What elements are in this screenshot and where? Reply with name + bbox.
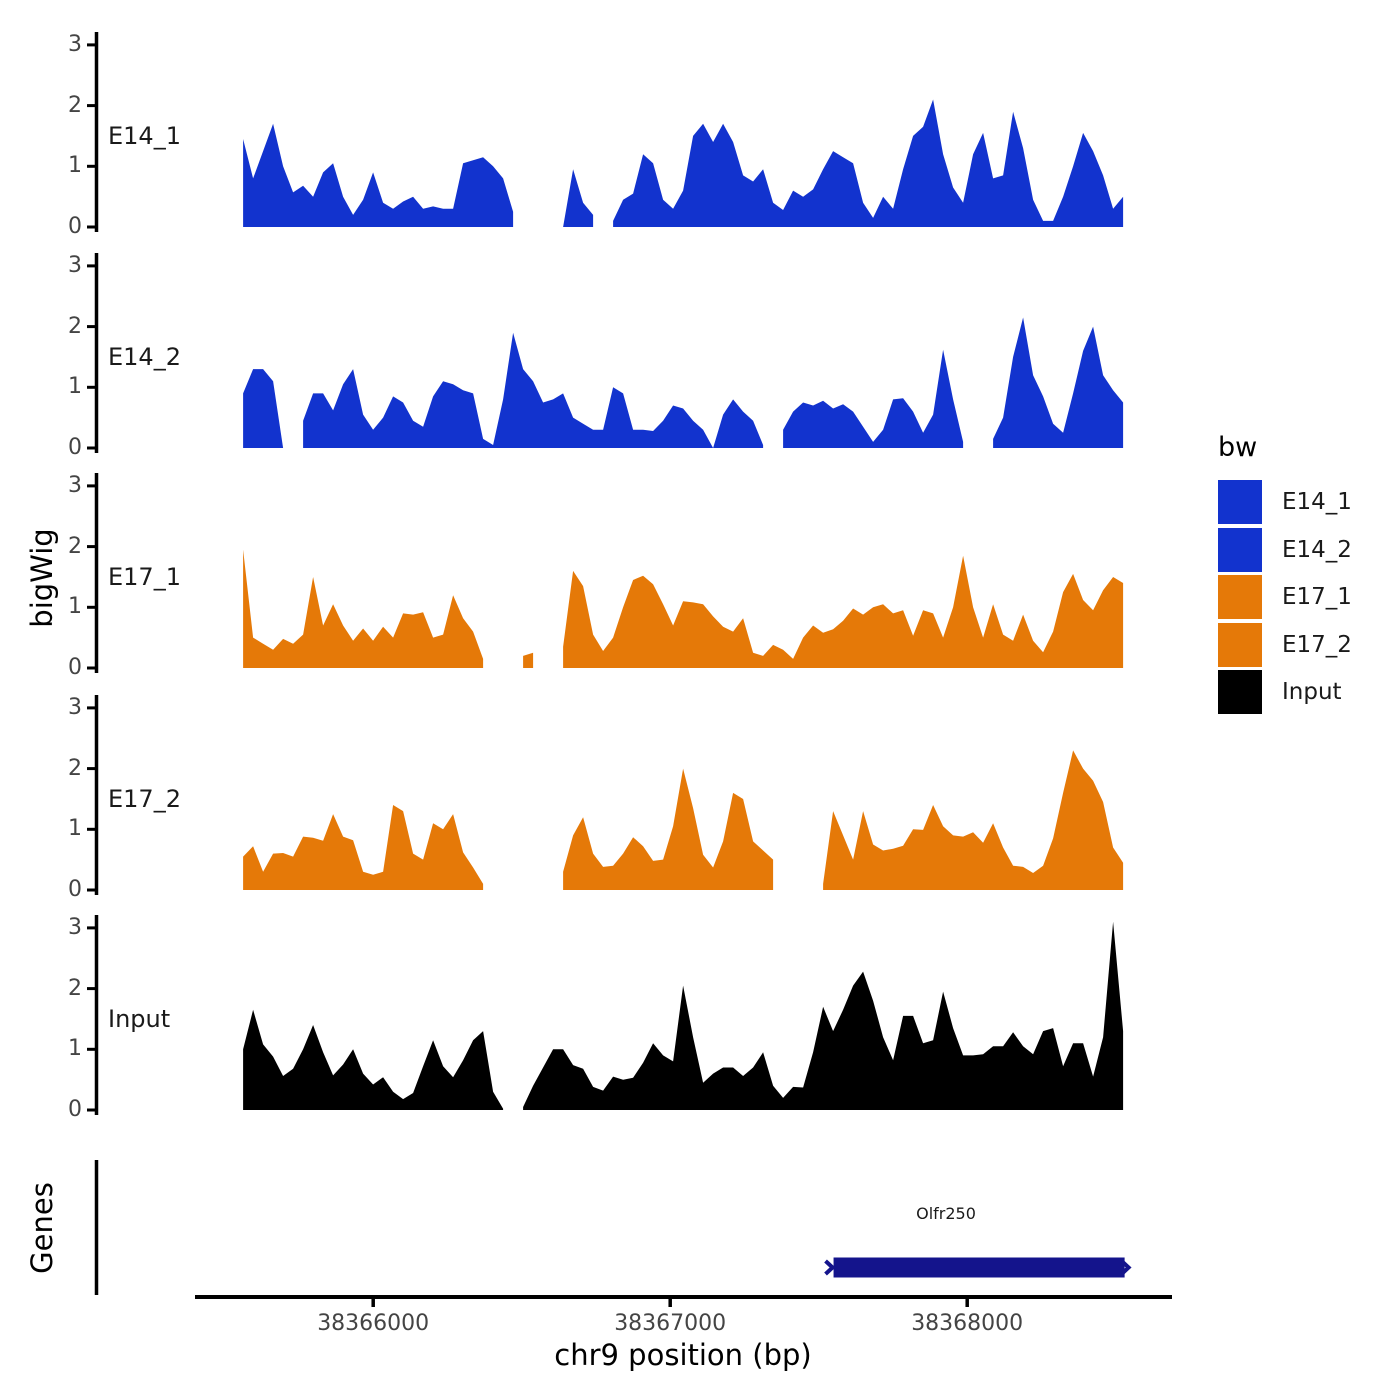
legend-swatch-E14_2: [1218, 527, 1262, 572]
legend-item-E17_1: E17_1: [1218, 575, 1400, 619]
legend-item-E17_2: E17_2: [1218, 622, 1400, 667]
legend-swatch-E17_1: [1218, 575, 1262, 619]
track-label-E17_2: E17_2: [108, 784, 181, 813]
legend: bw E14_1 E14_2 E17_1 E17_2 Input: [1214, 432, 1400, 732]
track-area-E14_1: [613, 99, 1124, 227]
y-tick-label-Input-1: 1: [68, 1036, 82, 1062]
track-area-Input: [243, 1009, 504, 1110]
x-axis-title: chr9 position (bp): [554, 1338, 812, 1372]
y-tick-label-E17_2-2: 2: [68, 755, 82, 781]
track-area-E14_2: [303, 332, 764, 448]
y-tick-label-E17_1-0: 0: [68, 655, 82, 680]
y-tick-label-E14_1-0: 0: [68, 214, 82, 239]
track-area-E17_2: [563, 768, 774, 890]
legend-label-E17_2: E17_2: [1282, 631, 1352, 658]
legend-swatch-Input: [1218, 670, 1262, 714]
y-tick-label-E17_2-3: 3: [68, 694, 82, 720]
track-label-Input: Input: [108, 1004, 171, 1033]
x-tick-label-38366000: 38366000: [317, 1311, 430, 1336]
track-label-E17_1: E17_1: [108, 562, 181, 591]
track-area-E17_2: [243, 805, 484, 890]
y-tick-label-E17_2-0: 0: [68, 877, 82, 902]
y-tick-label-Input-2: 2: [68, 975, 82, 1001]
legend-label-E14_2: E14_2: [1282, 536, 1352, 563]
y-tick-label-E17_1-3: 3: [68, 472, 82, 498]
track-area-E17_2: [823, 750, 1124, 890]
legend-item-E14_2: E14_2: [1218, 527, 1400, 572]
track-area-E17_1: [523, 652, 534, 668]
y-tick-label-E14_2-1: 1: [68, 374, 82, 400]
track-area-E14_1: [563, 169, 594, 227]
legend-item-Input: Input: [1218, 670, 1400, 714]
gene-body-Olfr250: [833, 1257, 1125, 1278]
y-tick-label-E14_2-3: 3: [68, 252, 82, 278]
track-label-E14_1: E14_1: [108, 121, 181, 150]
legend-label-E14_1: E14_1: [1282, 489, 1352, 515]
legend-swatch-E14_1: [1218, 480, 1262, 524]
y-tick-label-E14_2-2: 2: [68, 313, 82, 339]
track-area-E14_2: [243, 369, 284, 448]
track-area-E14_2: [993, 317, 1124, 448]
y-tick-label-E14_1-1: 1: [68, 153, 82, 179]
legend-label-E17_1: E17_1: [1282, 584, 1352, 610]
legend-label-Input: Input: [1282, 679, 1342, 705]
track-area-E14_1: [243, 123, 514, 227]
y-tick-label-E17_1-1: 1: [68, 594, 82, 620]
track-area-E17_1: [563, 555, 1124, 668]
y-tick-label-E14_1-3: 3: [68, 31, 82, 57]
track-area-E14_2: [783, 349, 964, 448]
gene-strand-arrow-right: [1120, 1259, 1132, 1276]
x-tick-label-38367000: 38367000: [614, 1311, 727, 1336]
legend-items: E14_1 E14_2 E17_1 E17_2 Input: [1214, 480, 1400, 720]
genes-panel-title: Genes: [25, 1182, 59, 1274]
gene-label: Olfr250: [916, 1204, 976, 1223]
legend-title: bw: [1218, 432, 1258, 463]
x-tick-label-38368000: 38368000: [911, 1311, 1024, 1336]
y-tick-label-Input-0: 0: [68, 1097, 82, 1122]
y-tick-label-Input-3: 3: [68, 914, 82, 940]
y-tick-label-E17_1-2: 2: [68, 533, 82, 559]
y-tick-label-E14_2-0: 0: [68, 435, 82, 460]
y-tick-label-E14_1-2: 2: [68, 92, 82, 118]
gene-strand-arrow-left: [824, 1259, 836, 1276]
track-label-E14_2: E14_2: [108, 342, 181, 371]
y-axis-title: bigWig: [25, 528, 59, 628]
legend-item-E14_1: E14_1: [1218, 480, 1400, 524]
legend-swatch-E17_2: [1218, 622, 1262, 667]
track-area-E17_1: [243, 549, 484, 668]
track-area-Input: [523, 921, 1124, 1110]
y-tick-label-E17_2-1: 1: [68, 816, 82, 842]
